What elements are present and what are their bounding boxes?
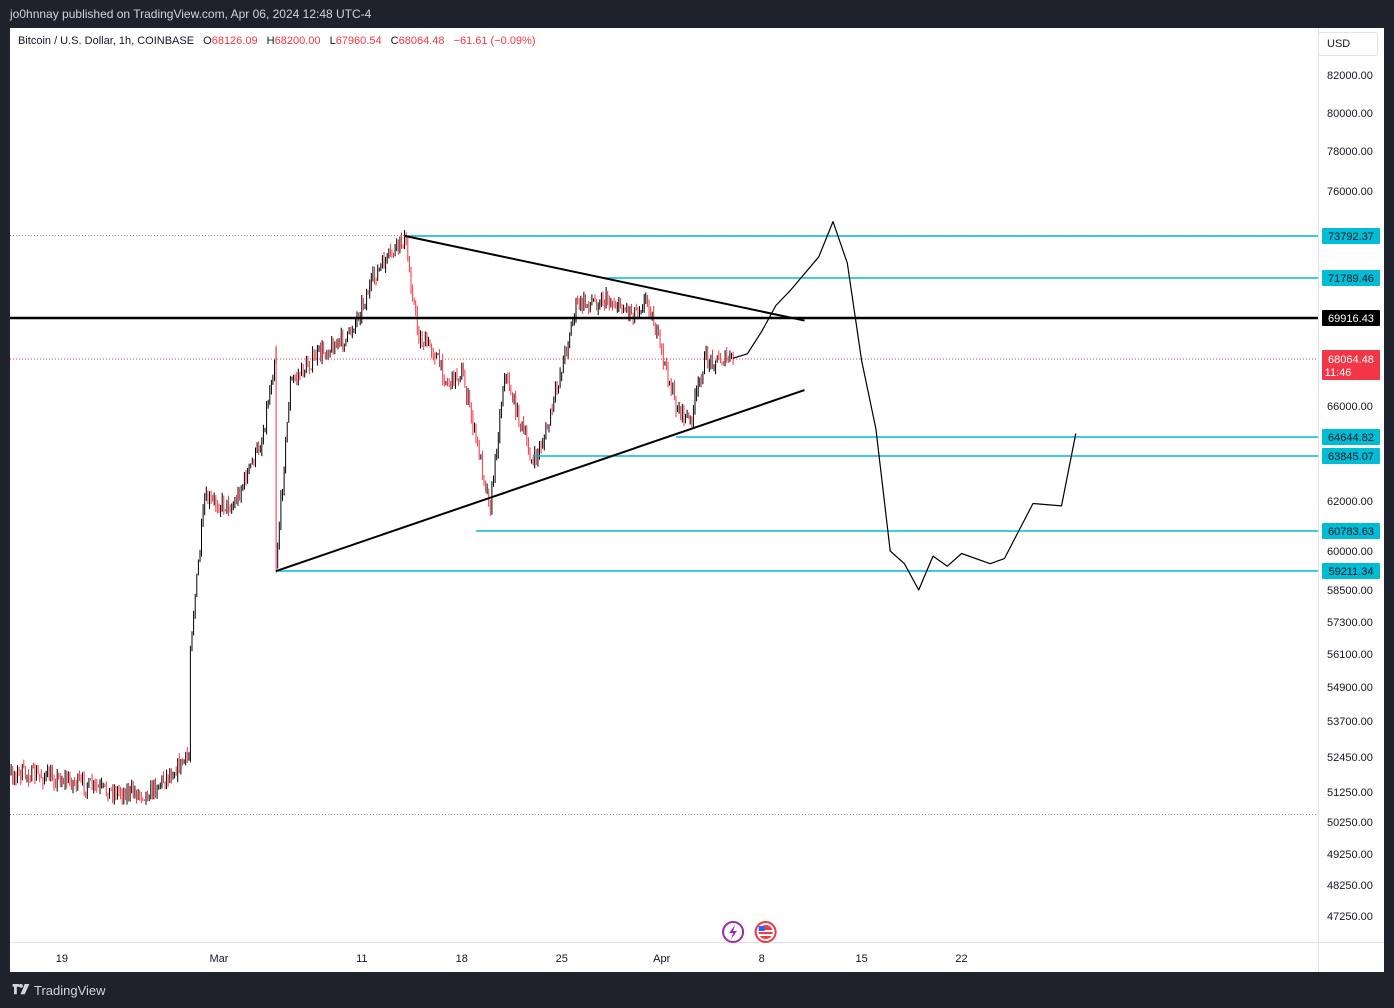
forecast-path bbox=[732, 221, 1077, 591]
y-tick-label: 53700.00 bbox=[1327, 716, 1373, 728]
y-tick-label: 60000.00 bbox=[1327, 546, 1373, 558]
level-label: 64644.82 bbox=[1328, 432, 1374, 444]
level-label-bg bbox=[1322, 523, 1380, 539]
y-tick-label: 54900.00 bbox=[1327, 682, 1373, 694]
trend-line-ascending bbox=[275, 389, 805, 572]
footer-bar: TradingView bbox=[0, 972, 1394, 1008]
y-tick-label: 47250.00 bbox=[1327, 911, 1373, 923]
x-tick-label: Apr bbox=[653, 953, 670, 965]
brand-name: TradingView bbox=[34, 983, 106, 998]
symbol-legend: Bitcoin / U.S. Dollar, 1h, COINBASE O681… bbox=[18, 35, 536, 47]
price-axis bbox=[1318, 28, 1384, 942]
symbol-name: Bitcoin / U.S. Dollar, 1h, COINBASE bbox=[18, 35, 195, 47]
level-label: 73792.37 bbox=[1328, 231, 1374, 243]
close-value: 68064.48 bbox=[398, 35, 445, 47]
y-tick-label: 76000.00 bbox=[1327, 186, 1373, 198]
chart-canvas[interactable]: 82000.00 80000.00 78000.00 76000.00 66000.00… bbox=[10, 28, 1384, 972]
x-tick-label: 8 bbox=[759, 953, 765, 965]
grid-layer bbox=[10, 235, 1318, 815]
tradingview-logo-icon bbox=[12, 984, 30, 995]
trendlines-layer bbox=[275, 234, 805, 572]
low-label: L bbox=[329, 35, 336, 47]
lightning-bolt-icon bbox=[729, 925, 738, 939]
level-label: 71789.46 bbox=[1328, 273, 1374, 285]
change-value: −61.61 (−0.09%) bbox=[453, 35, 536, 47]
level-label: 60783.63 bbox=[1328, 526, 1374, 538]
y-tick-label: 49250.00 bbox=[1327, 849, 1373, 861]
level-label-bg bbox=[1322, 270, 1380, 286]
x-tick-label: 19 bbox=[56, 953, 68, 965]
trend-line-descending bbox=[404, 234, 805, 322]
axis-layer: 82000.00 80000.00 78000.00 76000.00 66000.00… bbox=[10, 28, 1384, 972]
y-tick-label: 82000.00 bbox=[1327, 70, 1373, 82]
forecast-layer bbox=[732, 221, 1077, 591]
currency-button[interactable]: USD bbox=[1318, 32, 1378, 56]
y-tick-label: 50250.00 bbox=[1327, 817, 1373, 829]
candles-layer bbox=[10, 230, 734, 805]
y-tick-label: 51250.00 bbox=[1327, 787, 1373, 799]
x-tick-label: Mar bbox=[210, 953, 229, 965]
level-label-bg bbox=[1322, 310, 1380, 326]
us-flag-stripe-icon bbox=[758, 930, 773, 932]
level-label-bg bbox=[1322, 448, 1380, 464]
y-tick-label: 78000.00 bbox=[1327, 146, 1373, 158]
y-tick-label: 48250.00 bbox=[1327, 880, 1373, 892]
low-value: 67960.54 bbox=[335, 35, 382, 47]
level-label: 69916.43 bbox=[1328, 313, 1374, 325]
x-tick-label: 22 bbox=[955, 953, 967, 965]
open-value: 68126.09 bbox=[211, 35, 258, 47]
level-label-bg bbox=[1322, 228, 1380, 244]
level-label-bg bbox=[1322, 563, 1380, 579]
open-label: O bbox=[203, 35, 212, 47]
level-label-bg bbox=[1322, 429, 1380, 445]
level-label: 63845.07 bbox=[1328, 451, 1374, 463]
y-tick-label: 58500.00 bbox=[1327, 585, 1373, 597]
y-tick-label: 66000.00 bbox=[1327, 401, 1373, 413]
x-tick-label: 11 bbox=[356, 953, 367, 965]
y-tick-label: 62000.00 bbox=[1327, 496, 1373, 508]
icons-layer bbox=[722, 921, 777, 943]
current-price-label-bg bbox=[1322, 350, 1380, 380]
current-price-label: 68064.48 bbox=[1328, 354, 1374, 366]
y-tick-label: 52450.00 bbox=[1327, 752, 1373, 764]
published-info: jo0hnnay published on TradingView.com, A… bbox=[10, 7, 372, 21]
high-value: 68200.00 bbox=[274, 35, 321, 47]
x-tick-label: 25 bbox=[556, 953, 568, 965]
x-tick-label: 15 bbox=[855, 953, 867, 965]
countdown-label: 11:46 bbox=[1325, 367, 1352, 379]
header-bar: jo0hnnay published on TradingView.com, A… bbox=[0, 0, 1394, 28]
level-label: 59211.34 bbox=[1328, 566, 1373, 578]
y-tick-label: 80000.00 bbox=[1327, 108, 1373, 120]
us-flag-canton-icon bbox=[758, 926, 765, 931]
y-tick-label: 56100.00 bbox=[1327, 649, 1373, 661]
y-tick-label: 57300.00 bbox=[1327, 617, 1373, 629]
high-label: H bbox=[266, 35, 275, 47]
x-tick-label: 18 bbox=[456, 953, 468, 965]
chart-frame[interactable]: Bitcoin / U.S. Dollar, 1h, COINBASE O681… bbox=[10, 28, 1384, 972]
close-label: C bbox=[390, 35, 399, 47]
us-flag-stripe-icon bbox=[758, 934, 773, 936]
levels-layer bbox=[10, 235, 1318, 572]
